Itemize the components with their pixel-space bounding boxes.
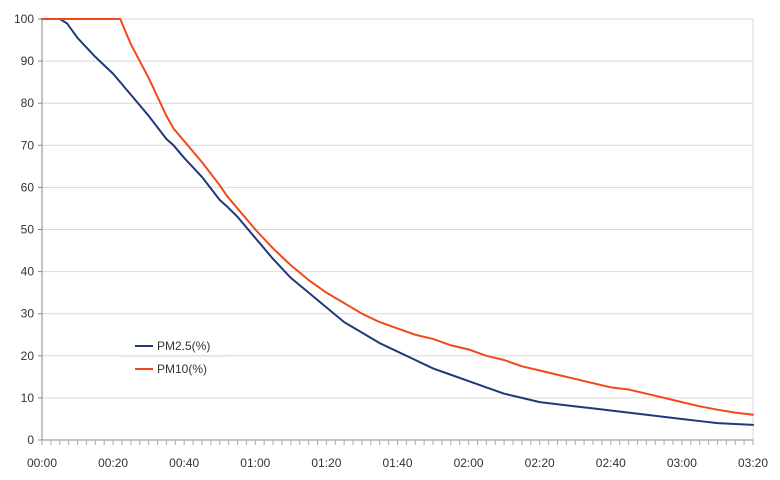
x-tick-label: 00:20: [98, 456, 128, 470]
x-tick-labels: 00:00 00:20 00:40 01:00 01:20 01:40 02:00 02:20…: [27, 456, 768, 470]
x-tick-label: 02:00: [454, 456, 484, 470]
x-tick-label: 01:20: [311, 456, 341, 470]
x-tick-label: 03:20: [738, 456, 768, 470]
y-tick-labels: 0 10 20 30 40 50 60 70 80 90 100: [14, 12, 34, 447]
x-tick-label: 00:40: [169, 456, 199, 470]
y-tick-label: 20: [21, 349, 35, 363]
y-tick-label: 100: [14, 12, 34, 26]
x-tick-label: 00:00: [27, 456, 57, 470]
x-tick-label: 02:20: [525, 456, 555, 470]
legend: PM2.5(%) PM10(%): [118, 339, 228, 376]
y-tick-label: 70: [21, 138, 35, 152]
series-line-pm10: [41, 18, 754, 416]
y-tick-label: 80: [21, 96, 35, 110]
x-tick-label: 01:40: [382, 456, 412, 470]
legend-label-pm25: PM2.5(%): [157, 339, 210, 353]
y-tick-label: 60: [21, 180, 35, 194]
series-lines: [41, 18, 754, 426]
x-tick-label: 03:00: [667, 456, 697, 470]
y-tick-label: 50: [21, 223, 35, 237]
series-line-pm25: [41, 18, 754, 426]
y-tick-label: 10: [21, 391, 35, 405]
gridlines: [42, 18, 754, 440]
y-tick-label: 0: [27, 433, 34, 447]
y-tick-label: 30: [21, 307, 35, 321]
axes: [38, 18, 754, 445]
legend-label-pm10: PM10(%): [157, 362, 207, 376]
y-tick-label: 90: [21, 54, 35, 68]
x-tick-label: 02:40: [596, 456, 626, 470]
y-tick-label: 40: [21, 265, 35, 279]
x-tick-label: 01:00: [240, 456, 270, 470]
